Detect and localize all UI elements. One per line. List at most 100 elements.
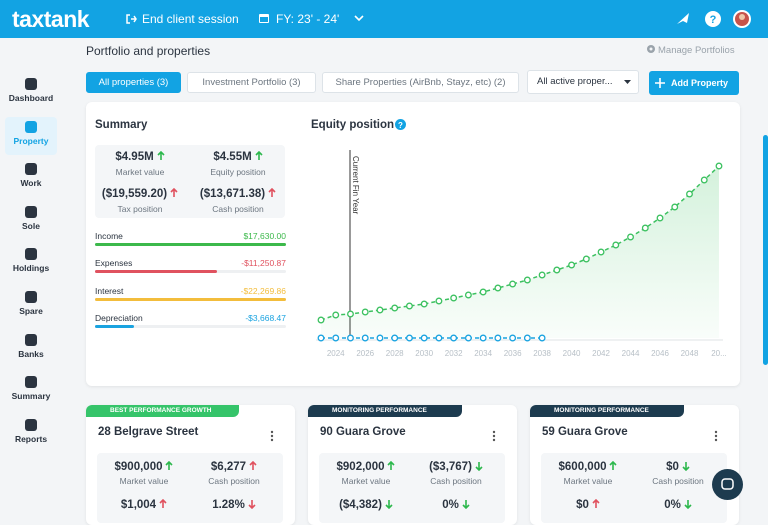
badge: BEST PERFORMANCE GROWTH xyxy=(86,405,239,417)
arrow-path xyxy=(170,187,178,197)
metric-label: Cash position xyxy=(430,476,482,486)
property-name[interactable]: 90 Guara Grove xyxy=(320,426,406,438)
fy-selector[interactable]: FY: 23' - 24' xyxy=(276,12,340,26)
metric-value: $0 xyxy=(538,498,638,511)
value-text: $4.95M xyxy=(115,151,154,163)
metric-value: ($13,671.38) xyxy=(188,187,288,200)
help-icon[interactable]: ? xyxy=(704,10,722,28)
trend-arrow xyxy=(682,462,690,472)
trend-arrow xyxy=(165,460,174,470)
tab[interactable]: Investment Portfolio (3) xyxy=(187,72,316,93)
nav-icon xyxy=(25,333,37,346)
summary-metrics xyxy=(95,145,285,218)
chat-button[interactable] xyxy=(712,469,743,500)
nav-item[interactable]: Summary xyxy=(5,372,57,410)
bar-track xyxy=(95,324,286,328)
nav-item[interactable]: Banks xyxy=(5,330,57,368)
menu[interactable] xyxy=(491,429,497,442)
value-text: 1.28% xyxy=(212,499,245,511)
metric-value: 0% xyxy=(406,499,506,511)
nav-label: Summary xyxy=(11,391,51,402)
nav-label: Dashboard xyxy=(8,93,54,103)
metric-label: Cash position xyxy=(212,204,264,214)
trend-arrow xyxy=(684,500,692,510)
nav-icon xyxy=(25,291,37,303)
metrics-box xyxy=(541,453,727,523)
menu[interactable] xyxy=(713,429,719,442)
metric-value: ($3,767) xyxy=(406,461,506,473)
nav-icon xyxy=(25,418,37,431)
metric-label: Market value xyxy=(115,167,165,177)
logo[interactable]: taxtank xyxy=(12,6,90,32)
badge: MONITORING PERFORMANCE xyxy=(308,405,462,417)
summary-title: Summary xyxy=(95,119,148,131)
nav-label: Holdings xyxy=(12,263,50,274)
arrow-path xyxy=(385,500,393,510)
property-name[interactable]: 28 Belgrave Street xyxy=(98,426,199,438)
metrics-box xyxy=(319,453,505,523)
arrow-path xyxy=(268,187,276,197)
bar-fill xyxy=(95,324,134,328)
nav-icon xyxy=(25,120,37,133)
menu[interactable] xyxy=(269,429,275,442)
trend-arrow xyxy=(592,498,600,508)
end-session[interactable]: End client session xyxy=(142,12,239,26)
metric-label: Market value xyxy=(341,476,391,486)
chart-title: Equity position xyxy=(311,119,395,131)
scrollbar xyxy=(763,135,768,365)
notifications-icon[interactable] xyxy=(674,10,692,28)
arrow-path xyxy=(592,498,600,508)
nav-item[interactable]: Work xyxy=(5,159,57,197)
tab[interactable]: Share Properties (AirBnb, Stayz, etc) (2… xyxy=(322,72,519,93)
trend-arrow xyxy=(475,462,483,472)
badge: MONITORING PERFORMANCE xyxy=(530,405,684,417)
bar-value: -$11,250.87 xyxy=(241,258,286,269)
nav-icon xyxy=(25,78,37,90)
trend-arrow xyxy=(609,460,618,470)
calendar-icon xyxy=(259,14,269,23)
filter-dropdown[interactable]: All active proper... xyxy=(527,70,639,94)
property-name[interactable]: 59 Guara Grove xyxy=(542,426,628,438)
metric-value: $6,277 xyxy=(184,460,284,473)
arrow-path xyxy=(165,460,174,470)
metric-value: $900,000 xyxy=(94,460,194,473)
info-icon[interactable]: ? xyxy=(395,119,406,130)
nav-item[interactable]: Sole xyxy=(5,202,57,240)
add-property-text: Add Property xyxy=(671,78,729,88)
arrow-path xyxy=(682,462,690,472)
kebab-icon xyxy=(492,430,496,442)
plus-icon xyxy=(655,78,665,88)
trend-arrow xyxy=(249,460,257,470)
value-text: $4.55M xyxy=(213,151,252,163)
value-text: $0 xyxy=(576,499,589,511)
trend-arrow xyxy=(248,500,256,510)
value-text: ($3,767) xyxy=(429,461,472,473)
avatar[interactable] xyxy=(732,9,752,29)
metric-value: 0% xyxy=(628,499,728,511)
metric-value: $4.55M xyxy=(188,150,288,163)
chevron[interactable] xyxy=(354,14,364,22)
tab[interactable]: All properties (3) xyxy=(86,72,181,93)
metric-value: ($19,559.20) xyxy=(90,187,190,200)
metric-value: 1.28% xyxy=(184,499,284,511)
nav-label: Sole xyxy=(22,220,40,231)
nav-label: Reports xyxy=(14,433,48,444)
arrow-path xyxy=(387,460,396,470)
bar-fill xyxy=(95,270,217,274)
trend-arrow xyxy=(387,460,396,470)
nav-item[interactable]: Spare xyxy=(5,287,57,325)
add-property-button[interactable]: Add Property xyxy=(649,71,739,95)
arrow-path xyxy=(462,500,470,510)
nav-label: Work xyxy=(20,178,42,189)
bar-label: Expenses xyxy=(95,258,133,269)
nav-icon xyxy=(25,248,37,261)
nav-item[interactable]: Property xyxy=(5,116,57,155)
manage-portfolios[interactable]: Manage Portfolios xyxy=(658,45,735,56)
metric-value: $4.95M xyxy=(90,150,190,163)
page-title: Portfolio and properties xyxy=(86,44,211,58)
nav-item[interactable]: Dashboard xyxy=(5,74,57,112)
nav-item[interactable]: Reports xyxy=(5,415,57,453)
metric-value: ($4,382) xyxy=(316,499,416,511)
nav-item[interactable]: Holdings xyxy=(5,244,57,282)
